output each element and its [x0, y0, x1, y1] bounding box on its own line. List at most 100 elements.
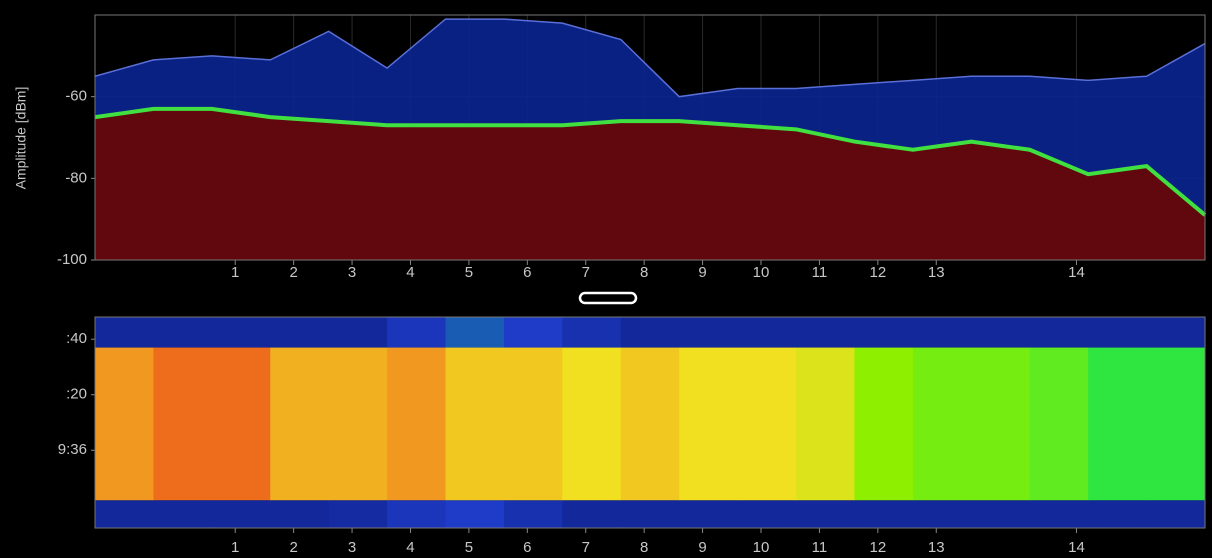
heat-cell	[211, 317, 271, 348]
heat-cell	[270, 500, 330, 528]
heat-cell	[445, 500, 505, 528]
x-tick-label: 12	[869, 264, 886, 281]
heat-cell	[912, 317, 972, 348]
heat-cell	[796, 317, 855, 348]
heat-cell	[328, 317, 388, 348]
heat-cell	[971, 317, 1031, 348]
x-tick-label: 5	[465, 539, 473, 556]
heat-cell	[971, 500, 1031, 528]
x-tick-label: 3	[348, 539, 356, 556]
heat-cell	[445, 347, 505, 501]
x-tick-label: 8	[640, 264, 648, 281]
heat-cell	[854, 317, 914, 348]
heat-cell	[270, 317, 330, 348]
heat-cell	[796, 500, 855, 528]
x-tick-label: 2	[289, 264, 297, 281]
heat-cell	[503, 500, 563, 528]
heat-cell	[503, 317, 563, 348]
heat-cell	[503, 347, 563, 501]
heat-cell	[679, 500, 739, 528]
series-line	[94, 18, 1206, 98]
plot-border	[94, 14, 1206, 261]
scroll-handle[interactable]	[578, 291, 638, 305]
x-tick-label: 11	[812, 264, 828, 281]
x-tick-label: 9	[698, 264, 706, 281]
y-tick-label: 9:36	[58, 441, 87, 458]
heat-cell	[211, 500, 271, 528]
y-tick-label: :40	[66, 330, 87, 347]
x-tick-label: 7	[582, 264, 590, 281]
heat-cell	[679, 347, 739, 501]
series-line	[94, 106, 1207, 217]
x-tick-label: 14	[1068, 539, 1085, 556]
heat-cell	[387, 317, 447, 348]
heat-cell	[737, 347, 797, 501]
x-tick-label: 9	[698, 539, 706, 556]
series-area	[95, 108, 1205, 261]
heat-cell	[737, 500, 797, 528]
heat-cell	[796, 347, 855, 501]
heat-cell	[912, 347, 972, 501]
x-tick-label: 4	[406, 539, 414, 556]
heat-cell	[1146, 347, 1206, 501]
heat-cell	[1029, 500, 1089, 528]
heat-cell	[679, 317, 739, 348]
heat-cell	[328, 347, 388, 501]
heat-cell	[153, 347, 213, 501]
heat-cell	[912, 500, 972, 528]
x-tick-label: 3	[348, 264, 356, 281]
x-tick-label: 12	[869, 539, 886, 556]
x-tick-label: 1	[231, 539, 239, 556]
x-tick-label: 4	[406, 264, 414, 281]
heat-cell	[95, 500, 154, 528]
heat-cell	[854, 347, 914, 501]
heat-cell	[562, 347, 622, 501]
y-tick-label: -60	[65, 88, 87, 105]
x-tick-label: 14	[1068, 264, 1085, 281]
heat-cell	[1088, 347, 1148, 501]
x-tick-label: 13	[928, 264, 945, 281]
plot-border	[94, 316, 1206, 529]
heat-cell	[95, 347, 154, 501]
heat-cell	[1146, 500, 1206, 528]
heat-cell	[328, 500, 388, 528]
heat-cell	[153, 500, 213, 528]
heat-cell	[620, 317, 680, 348]
y-tick-label: -100	[57, 251, 87, 268]
heat-cell	[1088, 500, 1148, 528]
x-tick-label: 10	[753, 539, 770, 556]
heat-cell	[1146, 317, 1206, 348]
heat-cell	[620, 347, 680, 501]
heat-cell	[737, 317, 797, 348]
heat-cell	[387, 347, 447, 501]
x-tick-label: 8	[640, 539, 648, 556]
x-tick-label: 5	[465, 264, 473, 281]
heat-cell	[95, 317, 154, 348]
heat-cell	[387, 500, 447, 528]
y-axis-label: Amplitude [dBm]	[13, 87, 29, 190]
x-tick-label: 2	[289, 539, 297, 556]
heat-cell	[562, 317, 622, 348]
heat-cell	[1029, 317, 1089, 348]
y-tick-label: -80	[65, 169, 87, 186]
x-tick-label: 13	[928, 539, 945, 556]
x-tick-label: 7	[582, 539, 590, 556]
heat-cell	[854, 500, 914, 528]
x-tick-label: 10	[753, 264, 770, 281]
x-tick-label: 6	[523, 539, 531, 556]
heat-cell	[971, 347, 1031, 501]
heat-cell	[211, 347, 271, 501]
heat-cell	[153, 317, 213, 348]
heat-cell	[445, 317, 505, 348]
y-tick-label: :20	[66, 386, 87, 403]
heat-cell	[1029, 347, 1089, 501]
x-tick-label: 1	[231, 264, 239, 281]
heat-cell	[1088, 317, 1148, 348]
x-tick-label: 11	[812, 539, 828, 556]
heat-cell	[562, 500, 622, 528]
heat-cell	[270, 347, 330, 501]
x-tick-label: 6	[523, 264, 531, 281]
heat-cell	[620, 500, 680, 528]
